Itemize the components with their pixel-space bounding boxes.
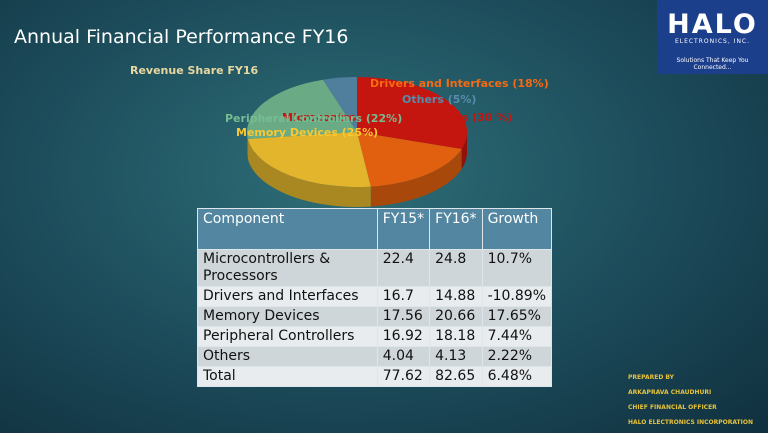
table-row: Drivers and Interfaces 16.7 14.88 -10.89% [197,286,553,307]
table-row: Total 77.62 82.65 6.48% [197,366,553,387]
table-cell: Microcontrollers & Processors [197,249,378,287]
table-cell: 17.56 [376,306,431,327]
logo-name: HALO [667,9,758,40]
table-cell: 6.48% [481,366,553,387]
table-cell: 10.7% [481,249,553,287]
table-cell: -10.89% [481,286,553,307]
footer-line: PREPARED BY [628,374,674,381]
table-cell: Drivers and Interfaces [197,286,378,307]
slice-label: Others (5%) [402,93,476,106]
table-cell: 7.44% [481,326,553,347]
table-cell: 17.65% [481,306,553,327]
table-cell: 18.18 [429,326,483,347]
logo-tagline: Solutions That Keep You Connected... [676,57,749,71]
table-cell: 24.8 [429,249,483,287]
column-header: FY16* [429,208,483,250]
logo: HALO ELECTRONICS, INC. Solutions That Ke… [657,0,768,74]
table-row: Memory Devices 17.56 20.66 17.65% [197,306,553,327]
table-cell: 14.88 [429,286,483,307]
table-row: Microcontrollers & Processors 22.4 24.8 10.… [197,249,553,287]
slice [247,132,371,187]
column-header: FY15* [376,208,431,250]
slide-title: Annual Financial Performance FY16 [14,26,349,48]
slice [357,77,467,149]
footer-line: CHIEF FINANCIAL OFFICER [628,404,717,411]
table: Component FY15* FY16* Growth Microcontroller… [197,208,553,387]
table-cell: 22.4 [376,249,431,287]
slice [357,132,462,187]
table-cell: 4.04 [376,346,431,367]
slice-side [247,132,248,159]
table-cell: 4.13 [429,346,483,367]
table-cell: 77.62 [376,366,431,387]
table-cell: 2.22% [481,346,553,367]
slice-side [247,138,371,207]
slice-side [461,132,467,169]
footer: PREPARED BY ARKAPRAVA CHAUDHURI CHIEF FINA… [628,370,753,430]
logo-subtitle: ELECTRONICS, INC. [674,38,751,45]
column-header: Growth [481,208,553,250]
slice [323,77,357,132]
table-cell: Memory Devices [197,306,378,327]
table-row: Peripheral Controllers 16.92 18.18 7.44% [197,326,553,347]
footer-line: ARKAPRAVA CHAUDHURI [628,389,712,396]
table-cell: Total [197,366,378,387]
slice-side [370,148,462,207]
slice-label: Memory Devices (25%) [236,126,378,139]
column-header: Component [197,208,378,250]
slice-label: Microcontrollers & Processors (30 %) [282,111,512,124]
chart-title: Revenue Share FY16 [130,64,259,77]
slice-label: Peripheral Controllers (22%) [225,112,402,125]
table-cell: 16.7 [376,286,431,307]
table-cell: Peripheral Controllers [197,326,378,347]
table-cell: Others [197,346,378,367]
table-cell: 16.92 [376,326,431,347]
slice-label: Drivers and Interfaces (18%) [370,77,549,90]
table-cell: 20.66 [429,306,483,327]
table-cell: 82.65 [429,366,483,387]
table-row: Others 4.04 4.13 2.22% [197,346,553,367]
slice [247,79,357,139]
footer-line: HALO ELECTRONICS INCORPORATION [628,419,754,426]
